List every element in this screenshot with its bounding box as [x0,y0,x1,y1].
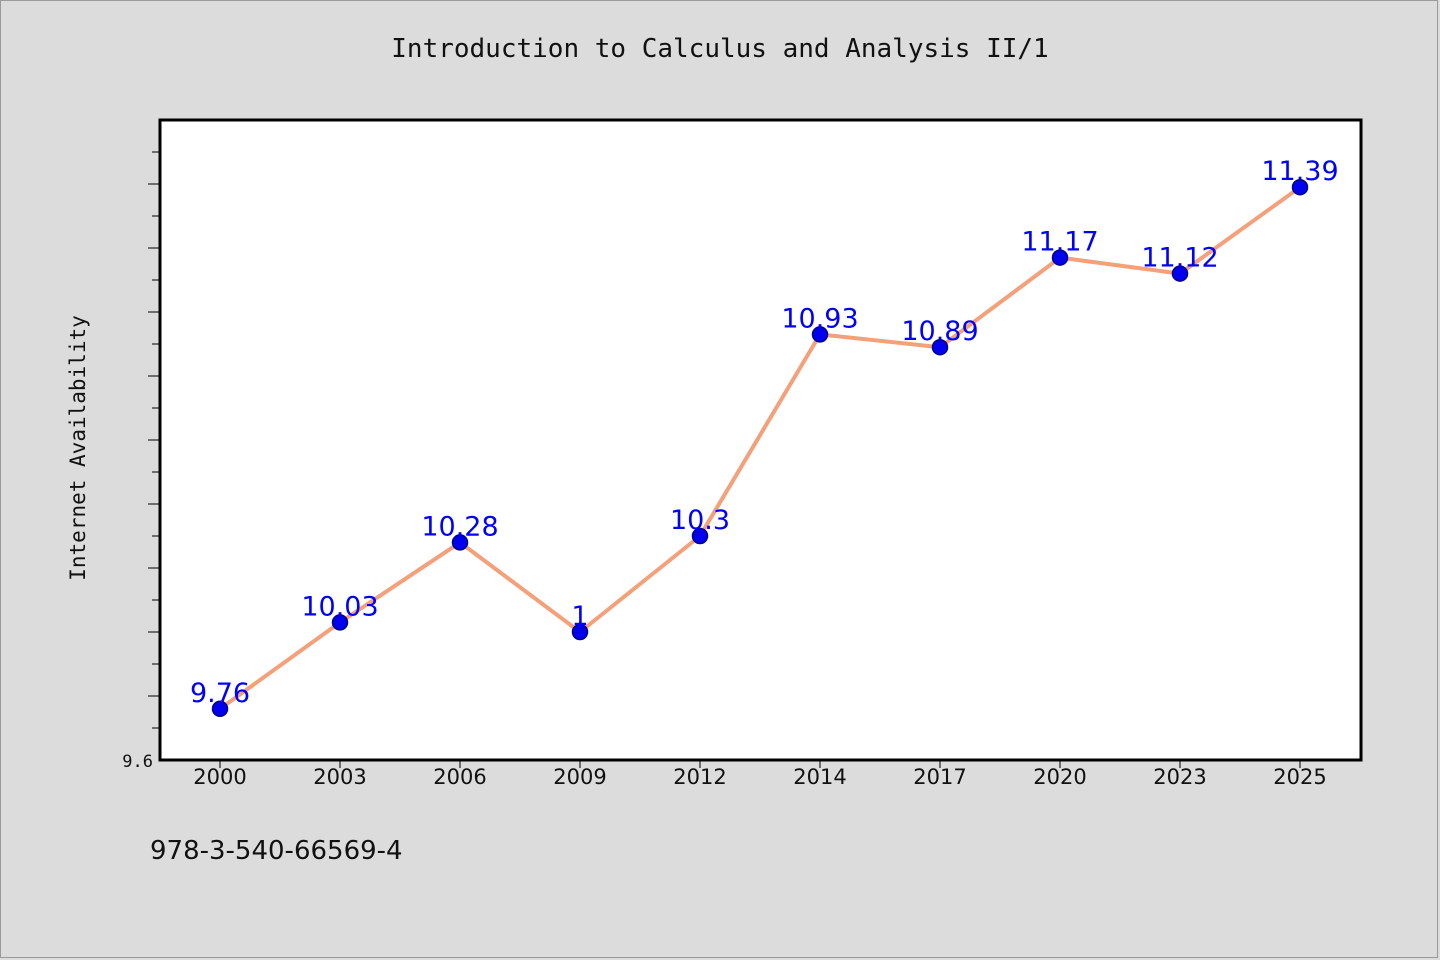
plot-area [158,118,1363,762]
x-tick-label: 2009 [553,765,606,789]
data-point [811,326,829,343]
x-tick-label: 2000 [193,765,246,789]
data-label: 10.89 [901,316,978,347]
x-tick-label: 2025 [1273,765,1326,789]
series-line [218,185,1302,711]
data-point [1171,265,1189,282]
y-tick-label: 9.6 [122,752,153,772]
data-label: 11.17 [1021,227,1098,258]
data-label: 10.03 [301,591,378,622]
data-label: 1 [571,601,588,632]
data-points [211,178,1309,718]
data-label: 10.3 [670,505,730,536]
x-tick-label: 2014 [793,765,846,789]
x-tick-label: 2017 [913,765,966,789]
x-tick-label: 2023 [1153,765,1206,789]
data-point [691,527,709,545]
x-tick-label: 2012 [673,765,726,789]
data-label: 11.12 [1141,243,1218,274]
x-tick-label: 2006 [433,765,486,789]
data-point [451,534,469,551]
x-axis-ticks: 2000 2003 2006 2009 2012 2014 2017 2020 2023 2025 [193,760,1327,789]
x-tick-label: 2020 [1033,765,1086,789]
footer-isbn: 978-3-540-66569-4 [150,836,403,866]
series-line-group [218,185,1302,711]
data-labels: 9.76 10.03 10.28 1 10.3 10.93 10.89 11.17 11.12 1… [190,156,1339,709]
data-point [211,700,229,718]
data-label: 10.93 [781,303,858,334]
data-label: 11.39 [1261,156,1338,187]
chart-title: Introduction to Calculus and Analysis II… [391,34,1049,64]
x-tick-label: 2003 [313,765,366,789]
data-point [1051,249,1069,266]
data-point [571,623,589,641]
data-label: 10.28 [421,511,498,542]
data-point [931,338,949,356]
data-point [331,614,349,631]
data-point [1291,178,1309,196]
y-axis-ticks: 9.6 [122,151,160,772]
data-label: 9.76 [190,678,250,709]
